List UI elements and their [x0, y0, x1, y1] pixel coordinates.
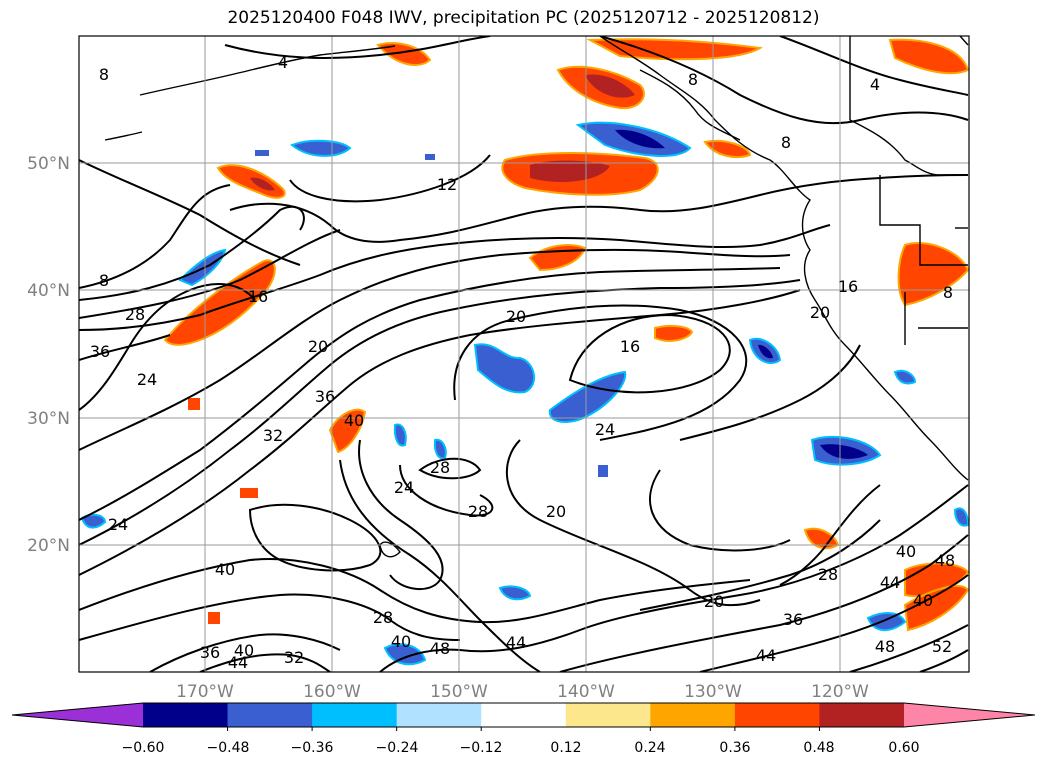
contour-label: 16 [248, 287, 268, 306]
lon-label-170w: 170°W [176, 682, 234, 702]
lat-label-40n: 40°N [27, 281, 70, 301]
contour-label: 20 [546, 502, 566, 521]
colorbar-extend-low [12, 703, 143, 727]
colorbar [11, 702, 1036, 731]
plot-frame [78, 35, 970, 673]
colorbar-segment [396, 703, 482, 727]
contour-label: 16 [838, 277, 858, 296]
contour-label: 44 [880, 573, 900, 592]
contour-label: 20 [308, 337, 328, 356]
contour-label: 24 [394, 478, 414, 497]
map-title: 2025120400 F048 IWV, precipitation PC (2… [227, 8, 820, 28]
colorbar-tick-label: −0.12 [460, 740, 503, 756]
contour-label: 20 [506, 307, 526, 326]
lon-label-130w: 130°W [684, 682, 742, 702]
colorbar-ticks: −0.60 −0.48 −0.36 −0.24 −0.12 0.12 0.24 … [122, 740, 920, 756]
colorbar-segment [819, 703, 905, 727]
contour-label: 8 [688, 70, 698, 89]
contour-label: 28 [373, 608, 393, 627]
colorbar-tick-label: 0.36 [719, 740, 750, 756]
colorbar-segment [143, 703, 229, 727]
contour-label: 32 [284, 648, 304, 667]
contour-label: 40 [896, 542, 916, 561]
contour-label: 20 [810, 303, 830, 322]
contour-label: 24 [595, 420, 615, 439]
contour-label: 8 [781, 133, 791, 152]
contour-label: 40 [913, 591, 933, 610]
precip-negative-shading [80, 121, 969, 666]
colorbar-tick-label: −0.24 [376, 740, 419, 756]
contour-label: 12 [437, 175, 457, 194]
contour-label: 28 [468, 502, 488, 521]
contour-label: 40 [391, 632, 411, 651]
plot-area [79, 36, 969, 672]
contour-label: 32 [263, 426, 283, 445]
contour-label: 4 [278, 53, 288, 72]
colorbar-tick-label: −0.48 [207, 740, 250, 756]
contour-label: 48 [935, 551, 955, 570]
colorbar-tick-label: 0.48 [803, 740, 834, 756]
lon-label-150w: 150°W [430, 682, 488, 702]
contour-label: 44 [228, 653, 248, 672]
contour-label: 40 [344, 411, 364, 430]
contour-label: 4 [870, 75, 880, 94]
contour-label: 52 [932, 637, 952, 656]
colorbar-segment [227, 703, 313, 727]
contour-label: 36 [315, 387, 335, 406]
contour-label: 8 [99, 65, 109, 84]
colorbar-tick-label: 0.24 [634, 740, 665, 756]
colorbar-tick-label: −0.60 [122, 740, 165, 756]
contour-label: 8 [943, 283, 953, 302]
contour-label: 40 [234, 641, 254, 660]
lat-label-50n: 50°N [27, 154, 70, 174]
contour-label: 44 [506, 633, 526, 652]
iwv-contours [79, 36, 969, 672]
colorbar-segment [481, 703, 567, 727]
contour-label: 44 [756, 646, 776, 665]
contour-label: 8 [99, 271, 109, 290]
latitude-labels: 20°N 30°N 40°N 50°N [27, 154, 70, 556]
contour-label: 28 [430, 458, 450, 477]
contour-label: 20 [704, 592, 724, 611]
contour-label: 28 [125, 305, 145, 324]
contour-label: 40 [215, 560, 235, 579]
contour-label: 36 [90, 342, 110, 361]
longitude-labels: 170°W 160°W 150°W 140°W 130°W 120°W [176, 682, 869, 702]
colorbar-outline [11, 702, 1036, 728]
contour-label: 16 [620, 337, 640, 356]
colorbar-tick-label: 0.12 [550, 740, 581, 756]
colorbar-extend-high [904, 703, 1035, 727]
graticule [79, 36, 969, 672]
colorbar-segment [734, 703, 820, 727]
lat-label-30n: 30°N [27, 409, 70, 429]
contour-labels: 4 8 8 4 8 12 8 16 28 36 24 20 36 32 40 2… [90, 53, 955, 672]
lon-label-120w: 120°W [811, 682, 869, 702]
coastlines [104, 36, 969, 558]
contour-label: 36 [783, 610, 803, 629]
colorbar-segment [650, 703, 736, 727]
colorbar-tick-label: 0.60 [888, 740, 919, 756]
colorbar-segment [312, 703, 398, 727]
colorbar-tick-label: −0.36 [291, 740, 334, 756]
contour-label: 48 [430, 639, 450, 658]
contour-label: 24 [108, 515, 128, 534]
contour-label: 28 [818, 565, 838, 584]
lon-label-140w: 140°W [557, 682, 615, 702]
contour-label: 36 [200, 643, 220, 662]
contour-label: 48 [875, 637, 895, 656]
lat-label-20n: 20°N [27, 536, 70, 556]
contour-label: 24 [137, 370, 157, 389]
colorbar-segment [565, 703, 651, 727]
lon-label-160w: 160°W [303, 682, 361, 702]
